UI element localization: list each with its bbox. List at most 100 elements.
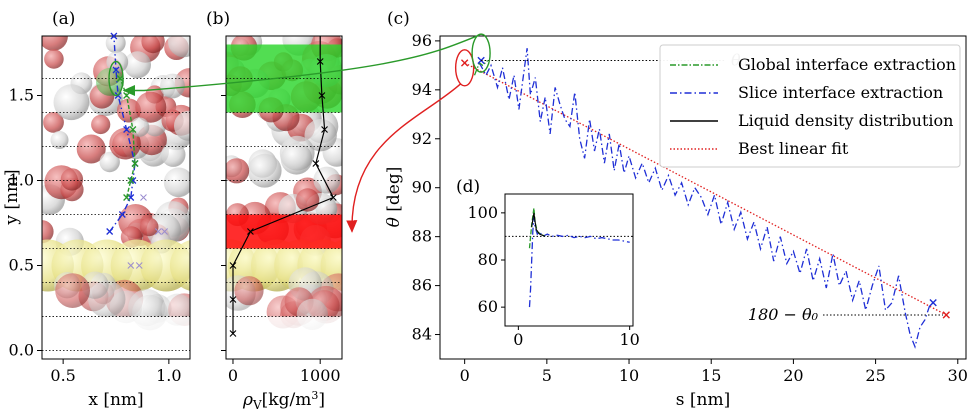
molecule-atom [163,167,190,198]
y-tick-label: 86 [412,276,432,295]
empty-region [42,316,190,359]
endpoint-marker [942,311,950,319]
y-tick-label: 84 [412,325,432,344]
molecule-atom [76,134,106,164]
ellipse-red [454,49,475,87]
density-marker [316,58,324,65]
molecule-atom [304,119,337,152]
density-marker [229,262,237,269]
density-marker [321,126,328,133]
ticks-b: 0 1000 [221,95,341,385]
series-marker [118,211,126,218]
series-marker [110,32,118,40]
band-red [226,214,342,249]
x-tick-label: 15 [701,366,721,385]
density-line [232,36,335,334]
y-tick-label: 88 [412,227,432,246]
y-axis-unit: [deg] [384,167,404,218]
y-tick-label: 80 [478,250,498,269]
x-tick-label: 5 [542,366,552,385]
series-marker [112,66,120,74]
legend-entry: Liquid density distribution [738,111,953,130]
x-tick-label: 20 [783,366,803,385]
x-tick-label: 10 [619,366,639,385]
series-b [229,36,337,337]
panel-label-d: (d) [456,177,480,197]
x-tick-label: 0 [460,366,470,385]
x-tick-label: 0.5 [50,366,75,385]
axes-frame-a [41,35,191,360]
endpoint-marker [929,299,937,307]
y-tick-label: 90 [412,178,432,197]
y-tick-label: 92 [412,129,432,148]
bands-b [226,44,342,359]
global-line [473,60,489,76]
molecule-atom [44,49,64,69]
series-marker [123,126,131,133]
fit-line [464,62,947,316]
solid-atom [169,240,190,291]
y-tick-label: 0.0 [9,341,34,360]
series-marker [127,177,135,184]
y-tick-label: 1.5 [9,86,34,105]
x-axis-label-b: ρV[kg/m3] [242,389,325,412]
series-line [109,35,136,232]
series-d [505,208,633,308]
series-marker [123,92,131,99]
x-tick-label: 1.0 [156,366,181,385]
inset-density-line [531,212,546,237]
substrate-atom [55,273,90,308]
molecule-atom [247,153,282,188]
panel-label-c: (c) [387,9,410,29]
molecule-atom [129,117,150,137]
molecule-atom [43,112,64,133]
y-tick-label: 94 [412,80,432,99]
legend-entry: Best linear fit [738,139,849,158]
axes-frame-d [504,193,634,327]
y-axis-symbol: θ [384,217,404,227]
faint-marker [161,228,168,235]
grid-lines-a [42,78,190,359]
y-axis-label-c: θ [deg] [384,167,404,228]
molecule-atom [139,217,159,237]
connector-arrows [122,34,480,233]
x-tick-label: 30 [948,366,968,385]
molecule-atom [313,166,341,194]
x-tick-label: 0 [513,330,523,349]
panel-label-a: (a) [52,9,75,29]
inset-slice-line [528,217,630,308]
molecule-atom [168,36,190,58]
density-marker [229,296,237,303]
series-c [460,48,950,349]
molecule-atom [50,131,69,149]
density-marker [312,160,320,167]
molecule-atom [161,142,186,167]
density-marker [229,330,237,337]
ticks-a: 0.5 1.0 0.0 0.5 1.0 1.5 [9,86,182,386]
molecule-atom [141,36,165,54]
end-angle-label: 180 − θ₀ [748,305,819,324]
ellipse-green [471,33,491,73]
substrate-atom [234,276,264,306]
panel-a: 0.5 1.0 0.0 0.5 1.0 1.5 (a) x [nm] y [nm] [2,9,191,410]
axes-frame-b [225,35,343,360]
ticks-d: 0 10 60 80 100 [467,203,639,349]
density-marker [247,228,254,235]
arrow-red [346,83,462,233]
slice-line [478,48,934,349]
series-line [119,78,136,198]
molecule-atom [42,36,68,51]
series-marker [131,160,139,167]
legend-entry: Global interface extraction [738,55,956,74]
molecule-atom [124,51,151,79]
molecule-atom [135,91,167,123]
molecule-atom [99,151,120,173]
y-tick-label: 0.5 [9,256,34,275]
series-marker [129,126,137,133]
highlight-ellipse-green [108,60,124,97]
faint-marker [127,262,135,269]
x-tick-label: 0 [228,366,238,385]
legend-entry: Slice interface extraction [738,83,943,102]
